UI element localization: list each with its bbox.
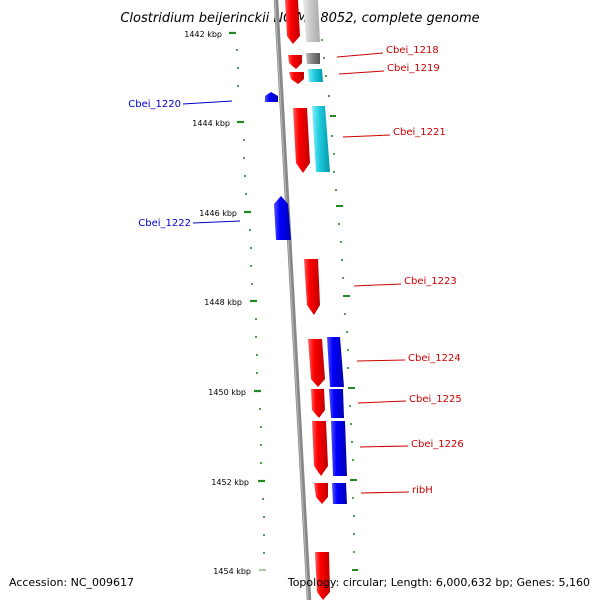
right-track xyxy=(321,39,358,571)
gene-label-cbei-1222[interactable]: Cbei_1222 xyxy=(138,218,191,229)
gene-arrow-ribh xyxy=(314,483,328,504)
gene-label-ribh[interactable]: ribH xyxy=(412,485,433,496)
feature-box-cbei-1219 xyxy=(308,69,323,82)
gene-label-cbei-1219[interactable]: Cbei_1219 xyxy=(387,63,440,74)
gene-arrow-cbei-1220 xyxy=(265,92,278,102)
feature-box-cbei-1218 xyxy=(306,53,320,64)
gene-arrow-cbei-1221 xyxy=(293,108,310,173)
scale-label: 1450 kbp xyxy=(208,388,246,397)
gene-arrow-cbei-1222 xyxy=(274,196,291,240)
gene-arrow-forward xyxy=(315,552,330,600)
scale-label: 1448 kbp xyxy=(204,298,242,307)
gene-label-cbei-1220[interactable]: Cbei_1220 xyxy=(128,99,181,110)
gene-arrow-cbei-1224 xyxy=(308,339,325,387)
gene-label-cbei-1225[interactable]: Cbei_1225 xyxy=(409,394,462,405)
feature-box-ribh xyxy=(332,483,347,504)
feature-box-gray xyxy=(303,0,320,42)
gene-label-cbei-1223[interactable]: Cbei_1223 xyxy=(404,276,457,287)
feature-box-cbei-1225 xyxy=(329,389,344,418)
gene-label-cbei-1224[interactable]: Cbei_1224 xyxy=(408,353,461,364)
scale-track xyxy=(229,31,266,572)
scale-label: 1444 kbp xyxy=(192,119,230,128)
feature-box-cbei-1224 xyxy=(327,337,344,387)
gene-arrow-cbei-1223 xyxy=(304,259,320,315)
feature-box-cbei-1226 xyxy=(331,421,347,476)
scale-label: 1452 kbp xyxy=(211,478,249,487)
gene-label-cbei-1221[interactable]: Cbei_1221 xyxy=(393,127,446,138)
scale-label: 1446 kbp xyxy=(199,209,237,218)
accession-text: Accession: NC_009617 xyxy=(9,576,134,589)
map-title: Clostridium beijerinckii NCIMB 8052, com… xyxy=(120,11,479,26)
scale-label: 1454 kbp xyxy=(213,567,251,576)
feature-box-cbei-1221 xyxy=(312,106,330,172)
gene-arrow-cbei-1226 xyxy=(312,421,328,476)
gene-arrow-cbei-1219 xyxy=(289,72,304,84)
gene-label-cbei-1218[interactable]: Cbei_1218 xyxy=(386,45,439,56)
genome-backbone xyxy=(273,0,312,600)
gene-arrow-forward xyxy=(285,0,300,44)
topology-text: Topology: circular; Length: 6,000,632 bp… xyxy=(287,576,590,589)
gene-features xyxy=(265,0,347,600)
genome-backbone-highlight xyxy=(274,0,309,600)
gene-label-cbei-1226[interactable]: Cbei_1226 xyxy=(411,439,464,450)
gene-arrow-cbei-1218 xyxy=(288,55,302,69)
label-leaders xyxy=(182,52,410,494)
scale-label: 1442 kbp xyxy=(184,30,222,39)
gene-arrow-cbei-1225 xyxy=(311,389,325,418)
